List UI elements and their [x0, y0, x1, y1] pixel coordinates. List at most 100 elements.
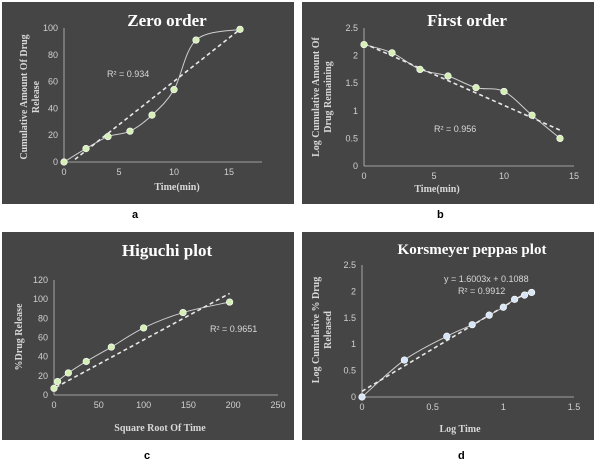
- x-tick-label: 5: [431, 171, 436, 181]
- panel-label-d: d: [458, 450, 465, 462]
- x-tick-label: 0: [51, 400, 56, 410]
- panel-label-c: c: [144, 450, 151, 462]
- data-point: [236, 25, 244, 33]
- y-tick-label: 80: [38, 313, 48, 323]
- x-tick-label: 10: [169, 167, 179, 177]
- chart-higuchi-svg: Higuchi plot 0 20 40 60 80 100 120 0 50 100 150 200 2…: [2, 232, 294, 440]
- y-tick-label: 1: [353, 106, 358, 116]
- chart-title: Zero order: [127, 11, 207, 30]
- x-axis-label: Time(min): [414, 184, 459, 195]
- chart-title: Korsmeyer peppas plot: [398, 242, 547, 258]
- y-tick-label: 20: [48, 130, 58, 140]
- chart-korsmeyer-peppas-svg: Korsmeyer peppas plot 0 0.5 1 1.5 2 2.5 0 0.5 1 1.…: [302, 232, 594, 440]
- chart-higuchi: Higuchi plot 0 20 40 60 80 100 120 0 50 100 150 200 2…: [2, 232, 294, 440]
- y-tick-label: 100: [33, 294, 48, 304]
- x-axis-label: Log Time: [439, 424, 481, 435]
- data-point: [358, 393, 366, 401]
- x-tick-label: 150: [181, 400, 196, 410]
- data-point: [179, 308, 187, 317]
- x-tick-label: 0: [61, 167, 66, 177]
- panel-label-a: a: [132, 209, 139, 221]
- y-tick-label: 0: [353, 161, 358, 171]
- y-tick-label: 0.5: [343, 366, 356, 376]
- data-point: [468, 321, 476, 329]
- x-tick-label: 15: [569, 171, 579, 181]
- data-point: [126, 127, 134, 135]
- x-tick-label: 0: [359, 402, 364, 412]
- chart-first-order: First order 0 0.5 1 1.5 2 2.5 0 5 10 15 Time(min) Lo…: [302, 2, 594, 204]
- y-axis-label: Cumulative Amount Of DrugRelease: [19, 34, 42, 159]
- data-point: [528, 111, 536, 119]
- regression-annotation-line: R² = 0.9651: [210, 324, 257, 334]
- data-point: [500, 87, 508, 96]
- data-point: [64, 369, 72, 377]
- y-tick-label: 0: [43, 390, 48, 400]
- x-axis-label: Square Root Of Time: [114, 423, 206, 434]
- data-point: [82, 145, 90, 153]
- y-axis-label-line: Log Cumulative % Drug: [311, 277, 322, 383]
- data-point: [472, 84, 480, 92]
- y-tick-label: 80: [48, 50, 58, 60]
- x-tick-label: 15: [224, 167, 234, 177]
- x-tick-label: 50: [94, 400, 104, 410]
- y-tick-label: 40: [38, 352, 48, 362]
- x-tick-label: 0.5: [426, 402, 439, 412]
- panel-label-b: b: [437, 209, 444, 221]
- regression-annotation: y = 1.6003x + 0.1088 R² = 0.9912: [444, 274, 529, 296]
- y-axis-label-line: %Drug Release: [14, 303, 25, 370]
- data-point: [520, 291, 529, 299]
- x-tick-label: 1.5: [568, 402, 581, 412]
- chart-background: [302, 2, 594, 204]
- data-point: [82, 357, 90, 366]
- x-tick-label: 100: [136, 400, 151, 410]
- y-tick-label: 20: [38, 371, 48, 381]
- x-tick-label: 200: [226, 400, 241, 410]
- y-tick-label: 100: [43, 23, 58, 33]
- data-point: [360, 40, 368, 49]
- y-tick-label: 0: [53, 157, 58, 167]
- data-point: [388, 49, 396, 57]
- data-point: [53, 377, 62, 386]
- data-point: [416, 65, 424, 73]
- y-tick-label: 2.5: [343, 260, 356, 270]
- y-tick-label: 1: [351, 339, 356, 349]
- y-axis-label: Log Cumulative % DrugReleased: [311, 277, 334, 383]
- chart-zero-order-svg: Zero order 0 20 40 60 80 100 0 5 10 15 Time(min) Cum…: [2, 2, 294, 204]
- y-axis-label-line: Released: [323, 311, 334, 349]
- x-tick-label: 5: [116, 167, 121, 177]
- x-tick-label: 10: [499, 171, 509, 181]
- y-axis-label-line: Drug Remaining: [323, 61, 334, 132]
- data-point: [140, 324, 148, 332]
- x-tick-label: 0: [361, 171, 366, 181]
- chart-zero-order: Zero order 0 20 40 60 80 100 0 5 10 15 Time(min) Cum…: [2, 2, 294, 204]
- data-point: [60, 158, 68, 166]
- data-point: [511, 295, 519, 303]
- y-tick-label: 0: [351, 392, 356, 402]
- y-axis-label-line: Log Cumulative Amount Of: [311, 36, 322, 156]
- y-axis-label: %Drug Release: [14, 303, 25, 370]
- regression-annotation: R² = 0.956: [434, 124, 476, 134]
- trendline: [363, 42, 561, 131]
- regression-annotation-line: R² = 0.9912: [458, 286, 505, 296]
- data-point: [499, 303, 507, 311]
- y-tick-label: 2: [353, 51, 358, 61]
- chart-title: First order: [427, 11, 507, 30]
- regression-annotation-line: y = 1.6003x + 0.1088: [444, 274, 529, 284]
- chart-title: Higuchi plot: [122, 241, 213, 260]
- x-tick-label: 1: [501, 402, 506, 412]
- data-point: [443, 332, 451, 340]
- trendline: [74, 28, 241, 160]
- regression-annotation-line: R² = 0.934: [107, 69, 149, 79]
- data-point: [556, 134, 564, 142]
- data-point: [226, 298, 234, 306]
- y-tick-label: 2: [351, 286, 356, 296]
- data-point: [444, 72, 452, 80]
- y-tick-label: 60: [48, 77, 58, 87]
- data-point: [485, 311, 493, 319]
- data-point: [528, 288, 536, 297]
- chart-background: [2, 232, 294, 440]
- chart-korsmeyer-peppas: Korsmeyer peppas plot 0 0.5 1 1.5 2 2.5 0 0.5 1 1.…: [302, 232, 594, 440]
- y-tick-label: 0.5: [345, 133, 358, 143]
- data-point: [50, 384, 58, 392]
- y-axis-label-line: Cumulative Amount Of Drug: [19, 34, 30, 159]
